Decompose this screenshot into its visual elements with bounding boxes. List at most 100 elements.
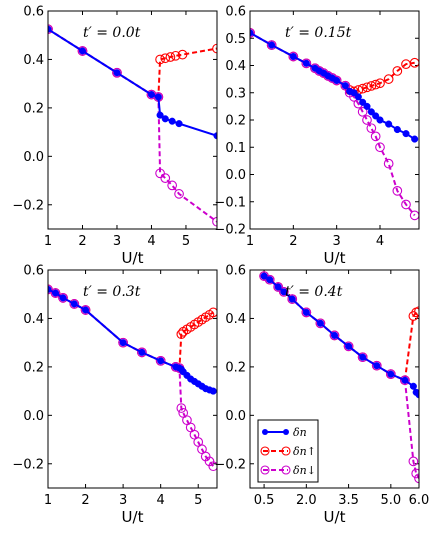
y-tick-label: 0.0: [225, 168, 246, 183]
data-point: [278, 286, 289, 297]
data-point: [274, 283, 282, 291]
data-point: [316, 319, 324, 327]
data-point: [366, 81, 377, 91]
data-point: [154, 93, 162, 101]
data-point: [402, 130, 410, 138]
x-tick-label: 2: [81, 493, 89, 508]
x-axis-label: U/t: [122, 508, 144, 526]
data-point: [137, 347, 147, 358]
data-point: [392, 186, 403, 196]
data-point: [167, 180, 178, 191]
data-point: [373, 362, 381, 370]
x-tick-label: 0.5: [254, 493, 275, 508]
data-point: [165, 52, 176, 62]
data-point: [287, 294, 298, 304]
data-point: [414, 473, 419, 484]
legend-marker: [262, 429, 268, 435]
x-tick-label: 5: [182, 234, 190, 249]
data-point: [343, 341, 354, 352]
plot-frame: [249, 10, 420, 230]
panel-title: t′ = 0.15t: [285, 25, 352, 41]
data-point: [372, 112, 380, 120]
data-point: [264, 274, 275, 285]
plot-frame: [47, 269, 218, 489]
panel-title: t′ = 0.0t: [83, 25, 141, 41]
data-point: [329, 330, 340, 341]
series-group: [259, 271, 419, 484]
data-point: [155, 168, 165, 179]
y-tick-label: −0.2: [214, 457, 246, 472]
data-point: [350, 89, 358, 97]
data-point: [302, 59, 310, 67]
data-point: [77, 46, 88, 56]
legend-label: δn↓: [293, 464, 316, 477]
data-point: [411, 468, 419, 479]
data-point: [112, 67, 122, 78]
x-tick-label: 4: [376, 234, 384, 249]
data-point: [315, 318, 326, 329]
data-point: [119, 339, 127, 347]
plot-frame: [249, 269, 420, 489]
data-point: [80, 305, 91, 315]
data-point: [357, 106, 368, 117]
data-point: [387, 370, 395, 378]
data-point: [82, 306, 90, 314]
y-tick-label: −0.2: [12, 198, 44, 213]
data-point: [392, 66, 403, 76]
data-point: [268, 41, 276, 49]
data-point: [301, 307, 312, 318]
y-tick-label: 0.0: [23, 409, 44, 424]
data-point: [160, 53, 171, 64]
y-tick-label: 0.6: [23, 5, 44, 20]
data-point: [363, 102, 371, 110]
chart-panel-4: −0.2 0.0 0.2 0.4 0.6 0.5 2.0 3.5 5.0 6.0 U/t t′ = 0…: [214, 264, 429, 527]
data-point: [146, 89, 157, 100]
data-point: [401, 376, 409, 384]
data-point: [170, 50, 181, 61]
y-tick-label: 0.0: [23, 150, 44, 165]
series-group: [250, 27, 419, 221]
data-point: [176, 329, 187, 340]
chart-panel-2: −0.2 −0.1 0.0 0.1 0.2 0.3 0.4 0.5 0.6 1 2 3 4 U/t t′ =…: [214, 5, 420, 267]
data-point: [362, 82, 372, 93]
x-tick-label: 1: [246, 234, 254, 249]
x-tick-label: 5.0: [380, 493, 401, 508]
plot-frame: [47, 10, 218, 230]
data-point: [250, 29, 254, 37]
legend-marker: [260, 465, 270, 475]
data-point: [376, 116, 384, 124]
series-group: [48, 284, 217, 472]
x-axis-label: U/t: [324, 249, 346, 267]
x-tick-label: 3: [333, 234, 341, 249]
data-point: [370, 79, 381, 90]
y-tick-label: 0.1: [225, 141, 246, 156]
y-tick-label: 0.6: [225, 5, 246, 20]
data-point: [362, 115, 372, 125]
legend: δn δn↑ δn↓: [257, 419, 319, 483]
data-point: [174, 189, 184, 199]
y-tick-label: 0.6: [225, 264, 246, 279]
y-tick-label: 0.0: [225, 409, 246, 424]
y-tick-label: 0.2: [23, 360, 44, 375]
data-point: [113, 69, 121, 77]
series-group: [48, 24, 217, 227]
series-line-1: [263, 275, 419, 382]
x-tick-label: 2: [289, 234, 297, 249]
data-point: [157, 357, 165, 365]
data-point: [138, 348, 146, 356]
x-tick-label: 2: [78, 234, 86, 249]
data-point: [400, 375, 410, 386]
legend-label: δn: [293, 426, 307, 439]
data-point: [340, 80, 351, 91]
data-point: [401, 199, 411, 210]
data-point: [409, 382, 417, 390]
data-point: [288, 51, 299, 62]
data-point: [289, 52, 297, 61]
data-point: [345, 342, 353, 350]
data-point: [383, 158, 394, 169]
x-tick-label: 4: [147, 234, 155, 249]
legend-label: δn↑: [293, 445, 316, 458]
data-point: [359, 353, 367, 361]
y-tick-label: 0.2: [225, 360, 246, 375]
x-tick-label: 3.5: [338, 493, 359, 508]
